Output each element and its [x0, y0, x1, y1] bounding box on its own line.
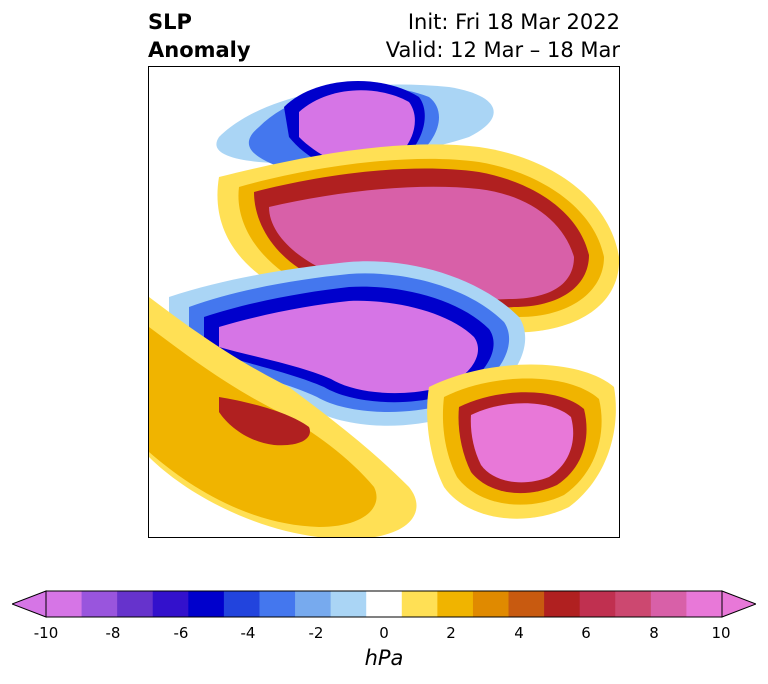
colorbar-bin	[686, 591, 723, 617]
colorbar-tick: -6	[173, 624, 189, 642]
colorbar-bin	[579, 591, 616, 617]
colorbar-tick: 8	[649, 624, 659, 642]
colorbar-tick: 0	[379, 624, 389, 642]
colorbar-bin	[223, 591, 260, 617]
colorbar-bin	[366, 591, 403, 617]
colorbar	[12, 590, 756, 618]
colorbar-bin	[508, 591, 545, 617]
colorbar-bin	[152, 591, 189, 617]
colorbar-bin	[295, 591, 332, 617]
colorbar-bin	[615, 591, 652, 617]
colorbar-bin	[544, 591, 581, 617]
colorbar-bin	[117, 591, 154, 617]
title-subtitle: Anomaly	[148, 38, 251, 62]
colorbar-tick: 10	[711, 624, 731, 642]
colorbar-tick: 6	[581, 624, 591, 642]
colorbar-tick: -4	[240, 624, 256, 642]
colorbar-bin	[401, 591, 438, 617]
colorbar-bin	[437, 591, 474, 617]
map-svg	[149, 80, 619, 537]
colorbar-extend-high	[721, 590, 756, 618]
colorbar-bin	[188, 591, 225, 617]
colorbar-outline	[45, 590, 723, 618]
colorbar-tick: -2	[308, 624, 324, 642]
colorbar-bin	[259, 591, 296, 617]
colorbar-bin	[81, 591, 118, 617]
title-variable: SLP	[148, 10, 192, 34]
colorbar-bin	[650, 591, 687, 617]
plot-title-right: Init: Fri 18 Mar 2022 Valid: 12 Mar – 18…	[386, 8, 620, 64]
anomaly-map	[148, 66, 620, 538]
plot-title-left: SLP Anomaly	[148, 8, 251, 64]
colorbar-tick: 4	[514, 624, 524, 642]
colorbar-unit-label: hPa	[364, 646, 404, 670]
colorbar-bin	[472, 591, 510, 617]
colorbar-tick: 2	[446, 624, 456, 642]
init-time: Init: Fri 18 Mar 2022	[407, 10, 620, 34]
colorbar-bin	[46, 591, 83, 617]
colorbar-tick: -8	[105, 624, 121, 642]
colorbar-tick: -10	[33, 624, 59, 642]
valid-period: Valid: 12 Mar – 18 Mar	[385, 38, 620, 62]
colorbar-extend-low	[12, 590, 47, 618]
colorbar-bin	[330, 591, 367, 617]
